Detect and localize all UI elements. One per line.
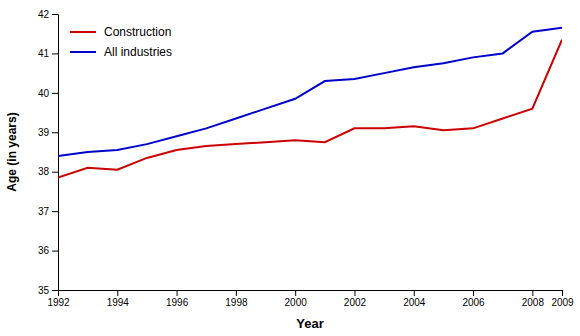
legend-swatch xyxy=(70,31,96,33)
legend-label: All industries xyxy=(104,45,172,59)
y-tick-label: 42 xyxy=(38,9,50,20)
x-tick-label: 1996 xyxy=(166,297,189,308)
legend-swatch xyxy=(70,51,96,53)
y-tick-mark xyxy=(52,93,58,94)
series-line xyxy=(58,28,562,156)
y-tick-label: 37 xyxy=(38,206,50,217)
x-tick-label: 1994 xyxy=(107,297,130,308)
x-tick-mark xyxy=(236,290,237,296)
x-tick: 1998 xyxy=(225,290,248,308)
legend-label: Construction xyxy=(104,25,171,39)
y-axis-line xyxy=(52,15,59,291)
legend: Construction All industries xyxy=(70,25,172,59)
y-tick: 36 xyxy=(38,245,58,256)
x-tick-label: 2008 xyxy=(522,297,545,308)
y-tick-mark xyxy=(52,132,58,133)
x-tick: 2004 xyxy=(403,290,426,308)
x-tick-mark xyxy=(295,290,296,296)
x-tick: 2000 xyxy=(285,290,308,308)
legend-item: All industries xyxy=(70,45,172,59)
x-tick-label: 2000 xyxy=(285,297,308,308)
x-axis-title: Year xyxy=(296,316,323,331)
y-tick: 41 xyxy=(38,48,58,59)
y-tick: 35 xyxy=(38,285,58,296)
plot-area: 1992 1994 1996 1998 2000 2002 2004 2006 2008 2009… xyxy=(38,9,574,308)
y-tick: 39 xyxy=(38,127,58,138)
x-tick-mark xyxy=(562,290,563,296)
x-axis: 1992 1994 1996 1998 2000 2002 2004 2006 2008 2009 xyxy=(47,290,574,308)
y-tick-label: 41 xyxy=(38,48,50,59)
y-tick: 38 xyxy=(38,166,58,177)
x-tick: 1996 xyxy=(166,290,189,308)
x-tick: 2002 xyxy=(344,290,367,308)
y-tick-label: 40 xyxy=(38,88,50,99)
chart: 1992 1994 1996 1998 2000 2002 2004 2006 2008 2009… xyxy=(0,0,580,336)
x-tick: 1994 xyxy=(107,290,130,308)
legend-item: Construction xyxy=(70,25,171,39)
y-tick-mark xyxy=(52,290,58,291)
x-tick-mark xyxy=(473,290,474,296)
x-tick: 1992 xyxy=(47,290,70,308)
y-tick-label: 39 xyxy=(38,127,50,138)
x-tick-label: 2009 xyxy=(551,297,574,308)
x-tick-mark xyxy=(177,290,178,296)
y-tick-mark xyxy=(52,53,58,54)
y-tick-mark xyxy=(52,211,58,212)
x-tick-mark xyxy=(117,290,118,296)
y-axis-title: Age (in years) xyxy=(5,112,19,191)
x-tick-mark xyxy=(532,290,533,296)
y-tick: 42 xyxy=(38,9,58,20)
x-tick-mark xyxy=(354,290,355,296)
y-tick-label: 38 xyxy=(38,166,50,177)
x-tick-label: 2004 xyxy=(403,297,426,308)
x-axis-line xyxy=(59,291,563,297)
x-tick: 2006 xyxy=(462,290,485,308)
y-tick-mark xyxy=(52,14,58,15)
x-tick-label: 1992 xyxy=(47,297,70,308)
y-tick: 37 xyxy=(38,206,58,217)
y-axis: 35 36 37 38 39 40 41 42 xyxy=(38,9,59,296)
x-tick-label: 1998 xyxy=(225,297,248,308)
series-line xyxy=(58,40,562,178)
x-tick-label: 2002 xyxy=(344,297,367,308)
x-tick-mark xyxy=(414,290,415,296)
x-tick: 2009 xyxy=(551,290,574,308)
x-tick-label: 2006 xyxy=(462,297,485,308)
y-tick-label: 36 xyxy=(38,245,50,256)
lines xyxy=(58,28,562,178)
y-tick: 40 xyxy=(38,88,58,99)
y-tick-mark xyxy=(52,172,58,173)
y-tick-label: 35 xyxy=(38,285,50,296)
y-tick-mark xyxy=(52,251,58,252)
x-tick: 2008 xyxy=(522,290,545,308)
